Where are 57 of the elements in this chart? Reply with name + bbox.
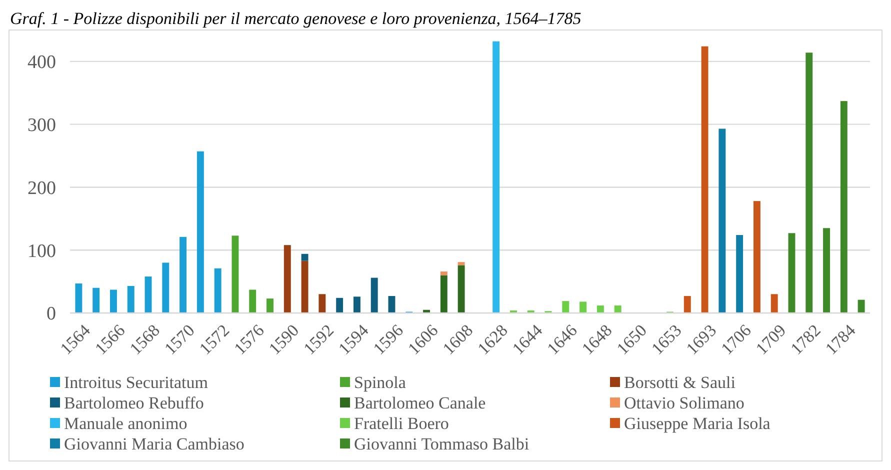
bar	[388, 296, 396, 313]
bar	[318, 294, 326, 313]
bar	[144, 276, 152, 313]
bar	[284, 245, 291, 313]
bar	[301, 260, 308, 313]
bar	[440, 275, 448, 313]
bar	[562, 301, 570, 313]
bar	[458, 265, 465, 313]
y-tick-label: 0	[46, 304, 56, 325]
bar	[180, 236, 187, 313]
y-tick-label: 300	[28, 114, 56, 136]
legend-label: Introitus Securitatum	[64, 372, 208, 392]
bar	[614, 305, 622, 313]
bar	[788, 233, 796, 313]
bar	[770, 294, 778, 313]
bar	[440, 271, 448, 276]
legend-label: Fratelli Boero	[354, 414, 449, 433]
legend-label: Giovanni Tommaso Balbi	[354, 434, 530, 454]
bar	[458, 262, 465, 266]
bar	[492, 41, 500, 313]
legend-label: Giovanni Maria Cambiaso	[64, 434, 244, 454]
bar	[301, 254, 308, 261]
bar	[249, 290, 256, 313]
bar	[110, 290, 117, 313]
bar	[684, 296, 691, 313]
bar	[196, 151, 204, 313]
bar	[214, 268, 222, 313]
bar	[840, 101, 848, 313]
y-tick-label: 400	[28, 52, 56, 74]
legend-label: Borsotti & Sauli	[624, 372, 736, 392]
legend-label: Spinola	[354, 372, 406, 392]
bar	[127, 286, 134, 313]
bar	[336, 298, 344, 313]
legend-label: Manuale anonimo	[64, 414, 188, 433]
legend-label: Bartolomeo Rebuffo	[64, 393, 204, 412]
bar	[806, 52, 813, 313]
bar	[823, 228, 830, 313]
y-tick-label: 200	[28, 178, 56, 199]
bar	[753, 201, 760, 313]
bar	[92, 288, 100, 313]
bar	[580, 302, 587, 313]
bar	[75, 283, 82, 313]
bar	[718, 128, 726, 313]
legend-label: Ottavio Solimano	[624, 393, 744, 412]
chart-title: Graf. 1 - Polizze disponibili per il mercato genovese e loro provenienza, 1564–1785	[10, 9, 582, 28]
y-tick-label: 100	[28, 240, 56, 262]
legend-label: Bartolomeo Canale	[354, 393, 486, 412]
bar	[701, 46, 708, 313]
bar	[736, 235, 744, 313]
bar	[596, 305, 604, 313]
bar	[353, 296, 360, 313]
bar	[858, 300, 865, 313]
bar	[266, 298, 274, 313]
bar	[370, 278, 378, 313]
legend-label: Giuseppe Maria Isola	[624, 414, 771, 433]
bar	[232, 236, 239, 313]
bar	[162, 262, 170, 313]
